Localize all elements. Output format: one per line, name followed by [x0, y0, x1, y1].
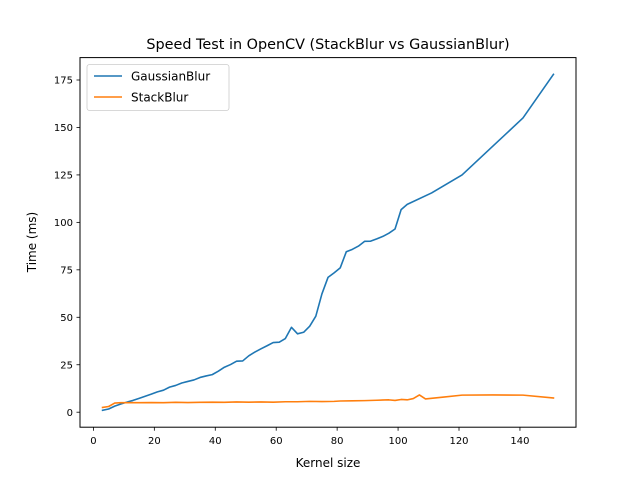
- x-tick-label: 60: [270, 436, 283, 447]
- x-axis: 0 20 40 60 80 100 120 140: [90, 427, 529, 447]
- chart-title: Speed Test in OpenCV (StackBlur vs Gauss…: [146, 37, 509, 53]
- y-tick-label: 125: [54, 171, 73, 182]
- y-tick-label: 75: [60, 265, 73, 276]
- x-tick-label: 140: [510, 436, 529, 447]
- y-tick-label: 175: [54, 76, 73, 87]
- x-tick-label: 80: [331, 436, 344, 447]
- y-tick-label: 150: [54, 123, 73, 134]
- x-tick-label: 0: [90, 436, 96, 447]
- y-axis: 0 25 50 75 100 125 150 175: [54, 76, 80, 419]
- x-tick-label: 40: [209, 436, 222, 447]
- series-line-gaussianblur: [101, 73, 555, 412]
- y-tick-label: 0: [67, 408, 73, 419]
- axes-frame: [79, 57, 577, 428]
- series-line-stackblur: [101, 394, 555, 409]
- y-tick-label: 25: [60, 360, 73, 371]
- x-tick-label: 120: [449, 436, 468, 447]
- y-axis-label: Time (ms): [25, 212, 39, 274]
- plot-area: [101, 73, 555, 412]
- x-axis-label: Kernel size: [296, 456, 361, 470]
- legend: GaussianBlur StackBlur: [86, 64, 230, 111]
- y-tick-label: 100: [54, 218, 73, 229]
- legend-label-gaussianblur: GaussianBlur: [131, 70, 210, 84]
- x-tick-label: 20: [148, 436, 161, 447]
- x-tick-label: 100: [389, 436, 408, 447]
- legend-box: [86, 64, 230, 111]
- legend-label-stackblur: StackBlur: [131, 91, 188, 105]
- y-tick-label: 50: [60, 313, 73, 324]
